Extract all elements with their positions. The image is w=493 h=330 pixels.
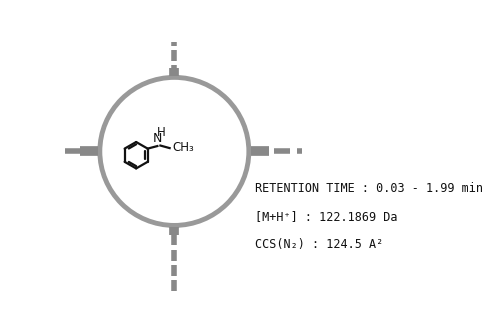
Text: CH₃: CH₃ (173, 141, 194, 154)
Text: [M+H⁺] : 122.1869 Da: [M+H⁺] : 122.1869 Da (254, 210, 397, 223)
Text: RETENTION TIME : 0.03 - 1.99 min: RETENTION TIME : 0.03 - 1.99 min (254, 182, 483, 195)
Text: CCS(N₂) : 124.5 A²: CCS(N₂) : 124.5 A² (254, 238, 383, 251)
Text: N: N (153, 132, 162, 145)
Text: H: H (157, 126, 166, 139)
